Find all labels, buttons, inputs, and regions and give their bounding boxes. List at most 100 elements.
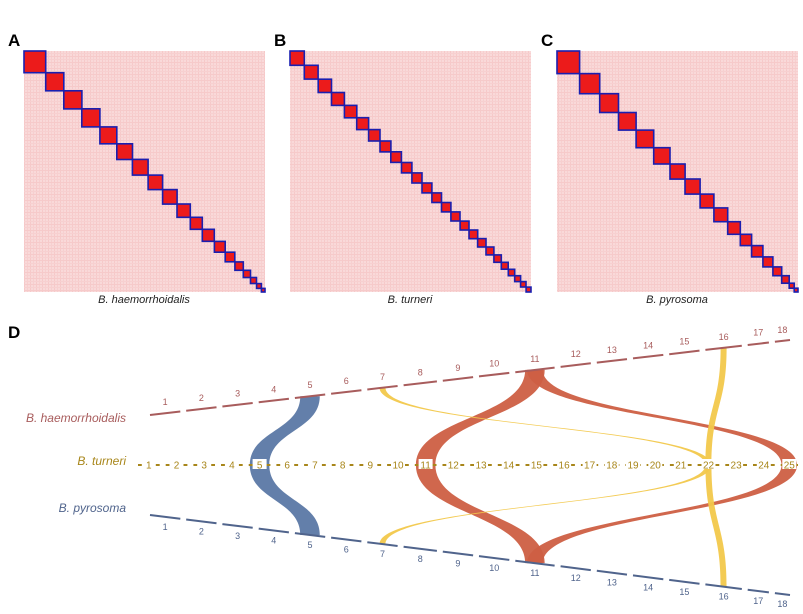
synteny-link <box>379 387 712 465</box>
chromosome-pyrosoma-1 <box>149 514 181 520</box>
heatmap-a <box>23 50 266 293</box>
chromosome-label: 3 <box>235 531 240 541</box>
heatmap-block <box>81 108 101 128</box>
heatmap-block <box>635 129 655 149</box>
chromosome-haemorrhoidalis-6 <box>330 389 362 395</box>
chromosome-label: 22 <box>703 461 715 472</box>
heatmap-block <box>762 256 774 268</box>
chromosome-label: 17 <box>584 461 596 472</box>
chromosome-pyrosoma-4 <box>258 527 290 534</box>
chromosome-pyrosoma-2 <box>186 518 217 525</box>
chromosome-label: 1 <box>146 461 152 472</box>
track-label-turneri: B. turneri <box>77 454 126 468</box>
synteny-link <box>527 369 798 465</box>
heatmap-block <box>44 71 65 92</box>
panel-letter-b: B <box>274 31 286 50</box>
chromosome-label-halo <box>701 459 716 469</box>
chromosome-label: 2 <box>199 393 204 403</box>
heatmap-block <box>507 268 516 277</box>
heatmap-block <box>379 140 392 153</box>
chromosome-label: 14 <box>503 461 515 472</box>
chromosome-pyrosoma-14 <box>632 574 664 581</box>
heatmap-block <box>739 233 753 247</box>
chromosome-label-halo <box>501 459 516 469</box>
heatmap-block <box>249 276 258 285</box>
chromosome-label-halo <box>673 459 688 469</box>
chromosome-label: 2 <box>199 526 204 536</box>
chromosome-haemorrhoidalis-3 <box>222 402 253 408</box>
heatmap-block <box>289 50 306 67</box>
chromosome-label: 15 <box>679 336 689 346</box>
chromosome-label: 15 <box>679 587 689 597</box>
chromosome-pyrosoma-6 <box>330 536 362 543</box>
chromosome-label-halo <box>224 459 239 469</box>
heatmap-block <box>617 111 637 131</box>
heatmap-block <box>303 64 319 80</box>
synteny-link <box>705 347 727 465</box>
chromosome-label: 19 <box>627 461 639 472</box>
chromosome-label: 17 <box>753 596 763 606</box>
chromosome-pyrosoma-13 <box>596 569 628 576</box>
chromosome-label: 15 <box>531 461 543 472</box>
panel-letter-a: A <box>8 31 20 50</box>
chromosome-haemorrhoidalis-9 <box>442 376 474 382</box>
chromosome-haemorrhoidalis-5 <box>294 393 326 399</box>
heatmap-block <box>317 78 333 94</box>
chromosome-haemorrhoidalis-13 <box>596 358 628 364</box>
chromosome-label: 9 <box>455 559 460 569</box>
chromosome-label: 10 <box>489 359 499 369</box>
chromosome-tracks: 1 2 3 4 5 6 7 8 9 10 11 12 13 14 15 16 17 181 2 3 4 5 6 7 8 9 10 11… <box>138 325 798 609</box>
chromosome-label: 12 <box>448 461 460 472</box>
panel-letter-c: C <box>541 31 553 50</box>
chromosome-haemorrhoidalis-10 <box>478 371 510 378</box>
caption-c: B. pyrosoma <box>646 294 708 306</box>
heatmap-block <box>131 158 149 176</box>
chromosome-label-halo <box>782 459 797 469</box>
chromosome-haemorrhoidalis-1 <box>149 410 181 416</box>
chromosome-label: 11 <box>530 568 539 578</box>
chromosome-haemorrhoidalis-17 <box>747 341 770 346</box>
chromosome-label-halo <box>604 459 619 469</box>
chromosome-label: 5 <box>307 380 312 390</box>
heatmap-block <box>684 178 701 195</box>
heatmap-block <box>793 287 799 293</box>
synteny-links <box>249 347 798 587</box>
heatmap-block <box>476 237 487 248</box>
chromosome-label: 6 <box>344 376 349 386</box>
chromosome-label-halo <box>391 459 405 469</box>
heatmap-block <box>519 280 527 288</box>
heatmap-block <box>440 201 452 213</box>
heatmap-block <box>493 254 503 264</box>
heatmap-block <box>578 72 601 95</box>
heatmap-block <box>500 261 509 270</box>
chromosome-pyrosoma-3 <box>222 523 253 529</box>
chromosome-label: 18 <box>777 599 787 609</box>
heatmap-block <box>62 90 83 110</box>
chromosome-label: 16 <box>719 332 729 342</box>
chromosome-pyrosoma-8 <box>403 545 438 552</box>
heatmap-block <box>699 193 715 209</box>
chromosome-label: 13 <box>607 578 617 588</box>
synteny-link <box>249 465 320 536</box>
chromosome-label: 5 <box>257 461 263 472</box>
heatmap-block <box>367 128 381 142</box>
heatmap-block <box>116 143 134 161</box>
chromosome-label-halo <box>729 459 744 469</box>
heatmap-block <box>224 251 236 263</box>
heatmap-block <box>459 220 470 231</box>
chromosome-label: 13 <box>607 345 617 355</box>
heatmap-block <box>485 246 495 256</box>
chromosome-pyrosoma-10 <box>478 555 510 561</box>
chromosome-label: 10 <box>489 563 499 573</box>
heatmap-block <box>343 104 358 119</box>
heatmap-block <box>556 50 581 75</box>
chromosome-label: 8 <box>340 461 346 472</box>
heatmap-c <box>556 50 799 293</box>
chromosome-haemorrhoidalis-16 <box>705 344 742 351</box>
track-label-haemorrhoidalis: B. haemorrhoidalis <box>26 411 126 425</box>
chromosome-label: 9 <box>368 461 374 472</box>
synteny-link <box>415 465 545 564</box>
chromosome-haemorrhoidalis-18 <box>774 339 791 343</box>
chromosome-label: 8 <box>418 554 423 564</box>
chromosome-label: 1 <box>163 522 168 532</box>
